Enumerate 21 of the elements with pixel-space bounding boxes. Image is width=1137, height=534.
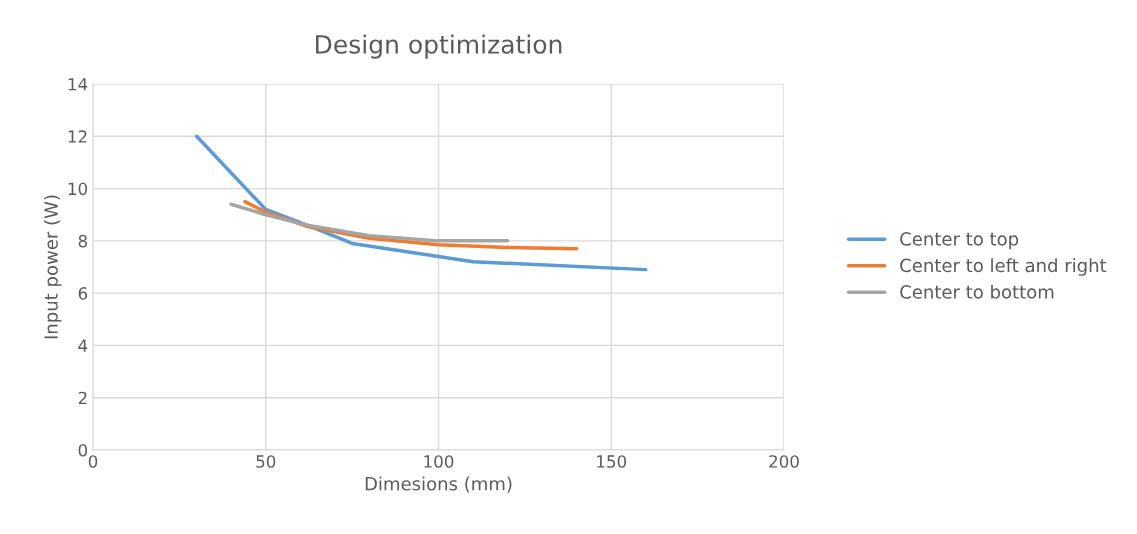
chart-title: Design optimization (316, 34, 562, 59)
y-tick-label: 8 (78, 234, 87, 248)
y-axis-title: Input power (W) (43, 195, 62, 339)
legend-label: Center to top (900, 232, 1019, 250)
x-tick-label: 50 (256, 455, 276, 468)
y-tick-label: 10 (68, 182, 88, 196)
y-tick-label: 2 (78, 391, 87, 405)
line-series (194, 134, 648, 272)
x-tick-label: 200 (769, 455, 799, 468)
x-tick-label: 0 (88, 455, 98, 468)
y-tick-label: 0 (78, 443, 88, 457)
x-tick-label: 150 (597, 455, 627, 468)
x-tick-label: 100 (424, 455, 454, 468)
legend-label: Center to left and right (900, 258, 1107, 276)
y-tick-label: 4 (78, 339, 88, 352)
x-axis-title: Dimesions (mm) (365, 476, 512, 493)
y-tick-label: 12 (68, 130, 87, 143)
y-tick-label: 14 (68, 78, 88, 91)
legend-label: Center to bottom (900, 284, 1054, 299)
y-tick-label: 6 (78, 287, 88, 300)
line-series (229, 202, 510, 243)
